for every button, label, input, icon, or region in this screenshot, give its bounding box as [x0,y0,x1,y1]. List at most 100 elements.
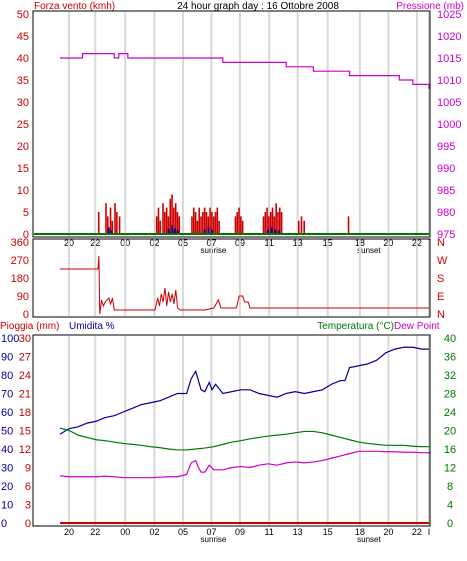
wind-panel-frame [32,10,431,238]
temperature-y-tick-label: 24 [444,407,456,419]
wind-bar [114,203,116,234]
temperature-y-tick-label: 12 [444,463,456,475]
direction-y-tick-label: 90 [17,291,29,303]
x-tick-label: 05 [178,527,188,537]
temperature-y-tick-label: 36 [444,352,456,364]
sunset-label: sunset [357,535,381,544]
x-tick-label: 18 [355,527,365,537]
wind-bar [198,207,201,234]
wind-bar [159,220,162,234]
wind-bar [178,216,181,234]
pressure-y-tick-label: 975 [437,229,455,241]
wind-bar [262,216,265,234]
humidity-title: Umidita % [69,321,115,332]
wind-direction-line [59,255,429,315]
temperature-y-tick-label: 16 [444,444,456,456]
wind-y-tick-label: 25 [17,119,29,131]
humidity-y-tick-label: 70 [1,389,13,401]
pressure-y-tick-label: 1015 [437,53,461,65]
x-tick-label: 02 [149,527,159,537]
wind-bar [234,216,237,234]
x-tick-label: 00 [120,527,130,537]
x-tick-label: 13 [293,527,303,537]
compass-tick-label: S [437,273,444,285]
rain-y-tick-label: 15 [19,426,31,438]
wind-bar [273,216,276,234]
wind-bar [196,220,199,234]
humidity-y-tick-label: 20 [1,481,13,493]
x-tick-label: 11 [265,527,274,537]
pressure-line [59,53,430,89]
wind-y-tick-label: 5 [23,207,29,219]
wind-y-tick-label: 10 [17,185,29,197]
wind-y-tick-label: 0 [23,229,29,241]
temperature-humidity-panel: 0369121518212427300102030405060708090100… [1,333,456,544]
gust-bar [278,230,280,234]
wind-bar [165,207,168,234]
pressure-y-tick-label: 1000 [437,119,461,131]
wind-bar [211,212,213,234]
rain-y-tick-label: 3 [25,500,31,512]
wind-bar [269,212,272,234]
rain-y-tick-label: 27 [19,352,31,364]
compass-tick-label: W [437,255,448,267]
graph-date-title: 24 hour graph day : 16 Ottobre 2008 [177,1,339,12]
wind-y-tick-label: 50 [17,9,29,21]
temp-panel-frame [32,334,431,527]
wind-y-tick-label: 15 [17,163,29,175]
x-tick-label: 07 [206,527,216,537]
x-tick-label: 20 [64,527,74,537]
gust-bar [211,229,213,234]
wind-bar [116,212,118,234]
direction-y-tick-label: 0 [23,309,29,321]
pressure-y-tick-label: 1025 [437,9,461,21]
wind-bar [297,220,300,234]
wind-bar [280,212,283,234]
humidity-y-tick-label: 90 [1,352,13,364]
wind-bar [218,220,220,234]
wind-bar [214,212,217,234]
pressure-y-tick-label: 1005 [437,97,461,109]
wind-bar [155,216,158,234]
wind-bar [266,207,268,234]
sunset-label: sunset [357,246,381,255]
rain-y-tick-label: 30 [19,333,31,345]
rain-title: Pioggia (mm) [0,321,59,332]
temperature-y-tick-label: 28 [444,389,456,401]
wind-bar [209,207,211,234]
wind-bar [157,207,160,234]
temperature-y-tick-label: 40 [444,333,456,345]
wind-bar [207,216,210,234]
wind-bar [202,212,204,234]
rain-y-tick-label: 6 [25,481,31,493]
wind-y-tick-label: 30 [17,97,29,109]
temperature-y-tick-label: 32 [444,370,456,382]
wind-bar [241,220,244,234]
compass-tick-label: E [437,291,444,303]
wind-bar [111,220,114,234]
wind-bar [238,207,240,234]
wind-bar [275,203,277,234]
humidity-y-tick-label: 60 [1,407,13,419]
gust-bar [207,227,210,234]
wind-bar [268,216,270,234]
gust-bar [267,229,269,234]
wind-bar [109,207,112,234]
gust-bar [274,229,277,234]
wind-y-tick-label: 35 [17,75,29,87]
wind-bar [216,207,219,234]
dewpoint-line [59,450,430,479]
wind-bar [97,212,100,234]
wind-title: Forza vento (kmh) [34,1,115,12]
wind-bar [162,203,164,234]
humidity-y-tick-label: 30 [1,463,13,475]
gust-bar [107,227,110,234]
gust-bar [176,230,179,234]
wind-bar [174,203,177,234]
wind-bar [203,207,206,234]
wind-y-tick-label: 20 [17,141,29,153]
x-tick-label: 22 [412,527,422,537]
wind-bar [347,216,350,234]
